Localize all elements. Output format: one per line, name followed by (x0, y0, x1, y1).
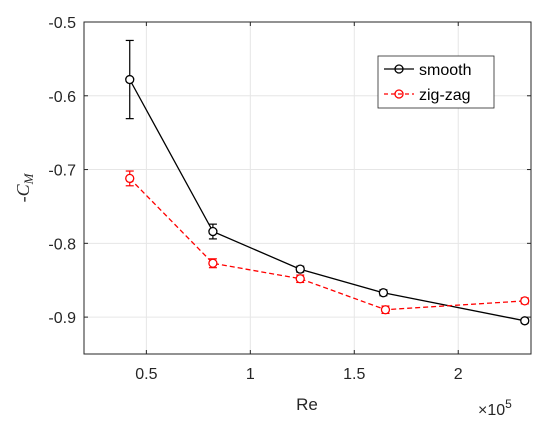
x-tick-label: 1.5 (343, 366, 365, 383)
data-point-smooth (520, 316, 530, 326)
series-line-smooth (129, 79, 525, 322)
series-zig-zag (125, 170, 530, 315)
legend-label-zigzag: zig-zag (419, 87, 471, 104)
x-axis-label: Re (296, 395, 318, 414)
x-exponent-base: ×10 (478, 402, 505, 419)
data-point-smooth (378, 288, 389, 298)
plot-area-border (83, 21, 532, 355)
data-point-smooth (125, 74, 135, 85)
y-tick-label: -0.5 (48, 15, 76, 32)
x-tick-label: 0.5 (135, 366, 157, 383)
legend-marker-zigzag (394, 89, 404, 99)
y-tick-label: -0.9 (48, 310, 76, 327)
legend-marker-smooth (394, 64, 404, 74)
x-tick-label: 1 (246, 366, 255, 383)
x-tick-label: 2 (454, 366, 463, 383)
axis-ticks: 0.5 1 1.5 2 -0.5 -0.6 -0.7 -0.8 -0.9 (48, 15, 531, 383)
y-tick-label: -0.8 (48, 236, 76, 253)
y-tick-label: -0.6 (48, 89, 76, 106)
x-exponent-label: ×105 (478, 397, 512, 419)
y-axis-label: -CM (13, 172, 36, 202)
series-smooth (125, 39, 530, 326)
data-point-zig-zag (125, 173, 135, 184)
legend: smooth zig-zag (377, 55, 495, 109)
data-point-smooth (208, 226, 218, 237)
x-exponent-power: 5 (505, 397, 512, 411)
y-tick-label: -0.7 (48, 163, 76, 180)
y-axis-label-sub: M (21, 172, 36, 185)
series-line-zig-zag (129, 177, 525, 311)
data-point-zig-zag (520, 296, 530, 306)
data-point-zig-zag (208, 258, 218, 268)
legend-label-smooth: smooth (419, 62, 471, 79)
series-layer (125, 39, 530, 326)
data-point-smooth (295, 264, 305, 274)
data-point-zig-zag (295, 274, 305, 284)
data-point-zig-zag (380, 305, 391, 315)
y-axis-label-main: C (13, 183, 33, 196)
y-axis-label-prefix: - (13, 196, 33, 202)
